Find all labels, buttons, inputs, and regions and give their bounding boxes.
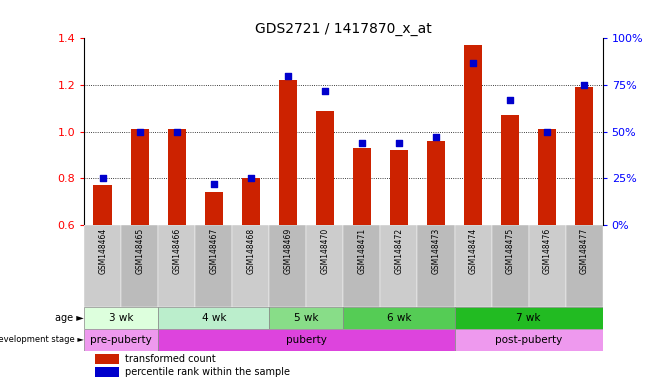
FancyBboxPatch shape — [529, 225, 566, 307]
Point — [579, 82, 589, 88]
Point — [209, 181, 219, 187]
Bar — [501, 115, 519, 225]
Text: age ►: age ► — [54, 313, 84, 323]
Text: 3 wk: 3 wk — [109, 313, 133, 323]
Text: GSM148466: GSM148466 — [172, 227, 181, 274]
Text: GSM148467: GSM148467 — [209, 227, 218, 274]
Bar — [158, 329, 454, 351]
FancyBboxPatch shape — [270, 225, 307, 307]
Bar — [168, 129, 186, 225]
Text: GSM148464: GSM148464 — [98, 227, 108, 274]
Point — [172, 129, 182, 135]
Point — [98, 175, 108, 182]
Point — [542, 129, 552, 135]
Text: GSM148469: GSM148469 — [283, 227, 292, 274]
FancyBboxPatch shape — [84, 225, 121, 307]
Bar — [270, 307, 343, 329]
Bar — [95, 354, 119, 364]
FancyBboxPatch shape — [233, 225, 270, 307]
Bar — [93, 185, 112, 225]
FancyBboxPatch shape — [380, 225, 417, 307]
Bar — [353, 148, 371, 225]
Text: pre-puberty: pre-puberty — [90, 335, 152, 345]
Point — [468, 60, 478, 66]
Point — [319, 88, 330, 94]
Point — [283, 73, 293, 79]
FancyBboxPatch shape — [417, 225, 454, 307]
Text: post-puberty: post-puberty — [495, 335, 562, 345]
Text: GSM148470: GSM148470 — [320, 227, 329, 274]
Bar — [242, 179, 260, 225]
Bar — [538, 129, 557, 225]
Point — [135, 129, 145, 135]
Bar — [454, 329, 603, 351]
Text: GSM148473: GSM148473 — [432, 227, 441, 274]
Bar — [95, 367, 119, 377]
Text: 6 wk: 6 wk — [387, 313, 411, 323]
Text: GSM148472: GSM148472 — [395, 227, 404, 274]
FancyBboxPatch shape — [343, 225, 380, 307]
Point — [431, 134, 441, 141]
Text: puberty: puberty — [286, 335, 327, 345]
Bar — [130, 129, 149, 225]
Bar — [84, 329, 158, 351]
FancyBboxPatch shape — [566, 225, 603, 307]
Bar — [84, 307, 158, 329]
Text: GSM148475: GSM148475 — [505, 227, 515, 274]
Text: GSM148468: GSM148468 — [246, 227, 255, 274]
Text: GSM148474: GSM148474 — [469, 227, 478, 274]
Text: GSM148477: GSM148477 — [579, 227, 588, 274]
Text: 7 wk: 7 wk — [516, 313, 541, 323]
Bar — [158, 307, 270, 329]
Bar — [205, 192, 223, 225]
FancyBboxPatch shape — [158, 225, 195, 307]
FancyBboxPatch shape — [121, 225, 158, 307]
Point — [246, 175, 256, 182]
Bar — [575, 88, 594, 225]
Text: development stage ►: development stage ► — [0, 335, 84, 344]
FancyBboxPatch shape — [454, 225, 492, 307]
Text: 5 wk: 5 wk — [294, 313, 319, 323]
Text: GSM148471: GSM148471 — [358, 227, 367, 274]
FancyBboxPatch shape — [492, 225, 529, 307]
Text: 4 wk: 4 wk — [202, 313, 226, 323]
Point — [357, 140, 367, 146]
FancyBboxPatch shape — [195, 225, 233, 307]
Bar — [389, 151, 408, 225]
Bar — [454, 307, 603, 329]
Bar — [316, 111, 334, 225]
Point — [394, 140, 404, 146]
Bar — [464, 45, 482, 225]
Text: transformed count: transformed count — [124, 354, 215, 364]
Bar — [343, 307, 454, 329]
Point — [505, 97, 515, 103]
Bar — [279, 80, 297, 225]
Text: percentile rank within the sample: percentile rank within the sample — [124, 367, 290, 377]
Bar — [427, 141, 445, 225]
Title: GDS2721 / 1417870_x_at: GDS2721 / 1417870_x_at — [255, 22, 432, 36]
Text: GSM148465: GSM148465 — [135, 227, 145, 274]
FancyBboxPatch shape — [307, 225, 343, 307]
Text: GSM148476: GSM148476 — [542, 227, 551, 274]
